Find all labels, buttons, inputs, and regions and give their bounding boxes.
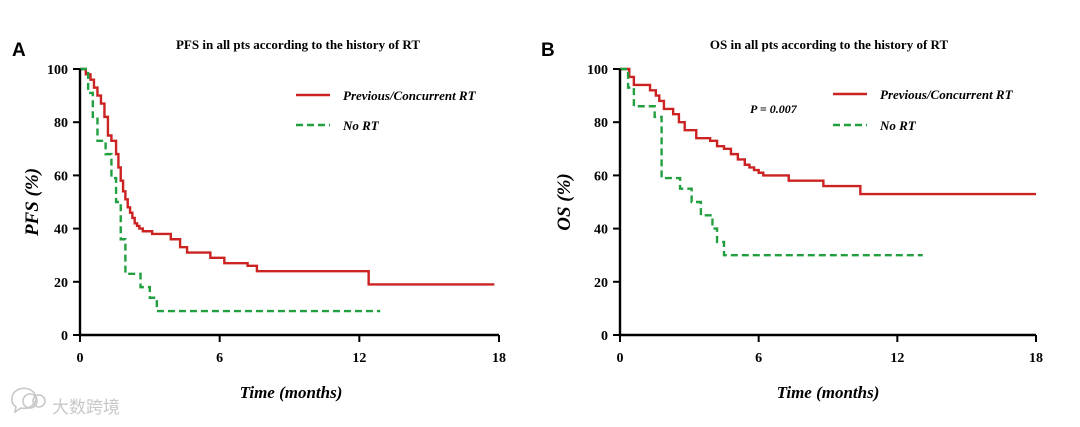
series-line-rt-b xyxy=(620,67,1036,196)
x-tick-label-18: 18 xyxy=(492,351,506,366)
y-tick-label-20: 20 xyxy=(54,276,68,291)
watermark: 大数跨境 xyxy=(11,387,120,417)
panel-b-os-chart: B OS in all pts according to the history… xyxy=(541,37,1043,402)
y-tick-label-80: 80 xyxy=(594,116,608,131)
panel-a-series xyxy=(80,67,495,313)
panel-b-y-label: OS (%) xyxy=(554,173,575,231)
y-tick-label-60: 60 xyxy=(54,169,68,184)
series-line-rt-a xyxy=(80,67,495,286)
legend-label-nort-a: No RT xyxy=(342,118,380,133)
y-tick-label-60: 60 xyxy=(594,169,608,184)
y-tick-label-40: 40 xyxy=(594,223,608,238)
y-tick-label-0: 0 xyxy=(61,329,68,344)
panel-b-p-value: P = 0.007 xyxy=(750,102,798,116)
panel-a-ticks: 0 20 40 60 80 100 0 6 12 18 xyxy=(47,63,506,366)
x-tick-label-0: 0 xyxy=(77,351,84,366)
y-tick-label-100: 100 xyxy=(47,63,68,78)
x-tick-label-0: 0 xyxy=(617,351,624,366)
x-tick-label-6: 6 xyxy=(755,351,762,366)
x-tick-label-6: 6 xyxy=(216,351,223,366)
panel-b-title: OS in all pts according to the history o… xyxy=(710,37,949,52)
x-tick-label-12: 12 xyxy=(890,351,904,366)
y-tick-label-100: 100 xyxy=(587,63,608,78)
series-line-no-rt-a xyxy=(80,67,381,313)
panel-a-legend: Previous/Concurrent RT No RT xyxy=(296,88,477,133)
watermark-text: 大数跨境 xyxy=(52,398,120,417)
panel-a-title: PFS in all pts according to the history … xyxy=(176,37,420,52)
y-tick-label-0: 0 xyxy=(601,329,608,344)
legend-label-rt-a: Previous/Concurrent RT xyxy=(343,88,477,103)
panel-b-legend: Previous/Concurrent RT No RT xyxy=(833,87,1014,133)
series-line-no-rt-b xyxy=(620,67,923,257)
legend-label-nort-b: No RT xyxy=(879,118,917,133)
x-tick-label-18: 18 xyxy=(1029,351,1043,366)
watermark-chat-icon xyxy=(11,387,46,414)
panel-a-y-label: PFS (%) xyxy=(22,168,43,237)
panel-b-axes xyxy=(618,69,1036,337)
y-tick-label-40: 40 xyxy=(54,223,68,238)
y-tick-label-20: 20 xyxy=(594,276,608,291)
x-tick-label-12: 12 xyxy=(352,351,366,366)
panel-b-series xyxy=(620,67,1036,257)
panel-a-x-label: Time (months) xyxy=(240,383,343,402)
panel-a-pfs-chart: A PFS in all pts according to the histor… xyxy=(12,37,506,402)
panel-letter-b: B xyxy=(541,40,555,61)
panel-letter-a: A xyxy=(12,40,26,61)
panel-a-axes xyxy=(78,69,499,337)
panel-b-ticks: 0 20 40 60 80 100 0 6 12 18 xyxy=(587,63,1043,366)
legend-label-rt-b: Previous/Concurrent RT xyxy=(880,87,1014,102)
panel-b-x-label: Time (months) xyxy=(777,383,880,402)
y-tick-label-80: 80 xyxy=(54,116,68,131)
